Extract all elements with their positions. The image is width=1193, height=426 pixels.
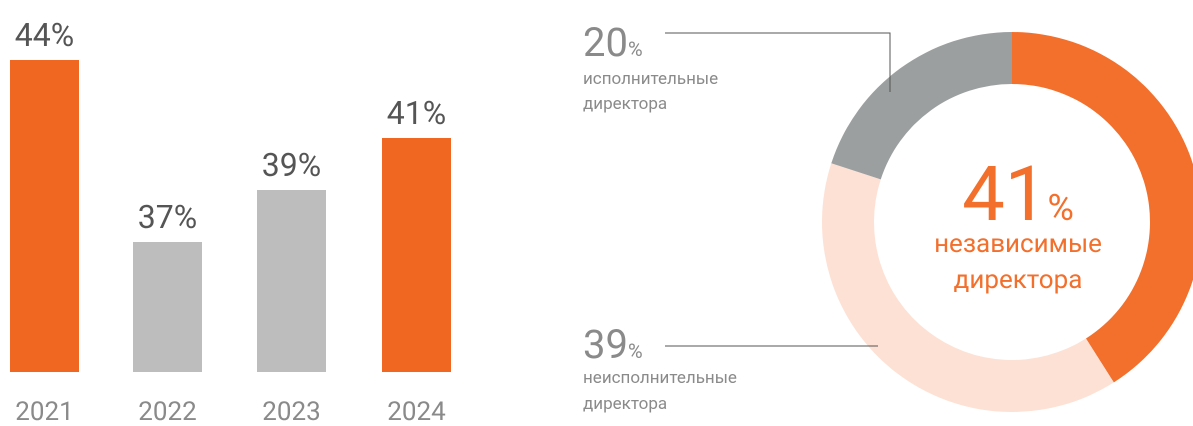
slice-label: директора <box>583 394 667 414</box>
slice-label: неисполнительные <box>583 368 737 388</box>
donut-slice <box>821 163 1114 413</box>
slice-label: директора <box>954 265 1083 295</box>
bar <box>133 242 202 372</box>
slice-value: 39% <box>583 321 643 368</box>
slice-label: директора <box>583 94 667 114</box>
bar <box>382 138 451 372</box>
value-label: 39% <box>262 146 321 184</box>
slice-value: 41% <box>962 149 1074 239</box>
bar <box>257 190 326 372</box>
value-label: 44% <box>15 16 74 54</box>
leader-line <box>665 32 891 92</box>
slice-value-number: 41 <box>962 149 1047 239</box>
x-tick-label: 2021 <box>15 397 73 426</box>
slice-value-number: 39 <box>583 321 628 368</box>
x-tick-label: 2023 <box>262 397 320 426</box>
slice-label: исполнительные <box>583 69 718 89</box>
slice-value-unit: % <box>628 339 643 363</box>
donut-slice <box>831 32 1012 180</box>
bar <box>10 60 79 372</box>
donut-slice <box>1012 32 1193 383</box>
x-tick-label: 2022 <box>138 397 196 426</box>
slice-label: независимые <box>934 229 1102 259</box>
slice-value-number: 20 <box>583 19 628 66</box>
slice-value-unit: % <box>1048 187 1074 229</box>
value-label: 41% <box>387 94 446 132</box>
value-label: 37% <box>138 198 197 236</box>
slice-value-unit: % <box>628 37 643 61</box>
slice-value: 20% <box>583 19 643 66</box>
x-tick-label: 2024 <box>387 397 446 426</box>
